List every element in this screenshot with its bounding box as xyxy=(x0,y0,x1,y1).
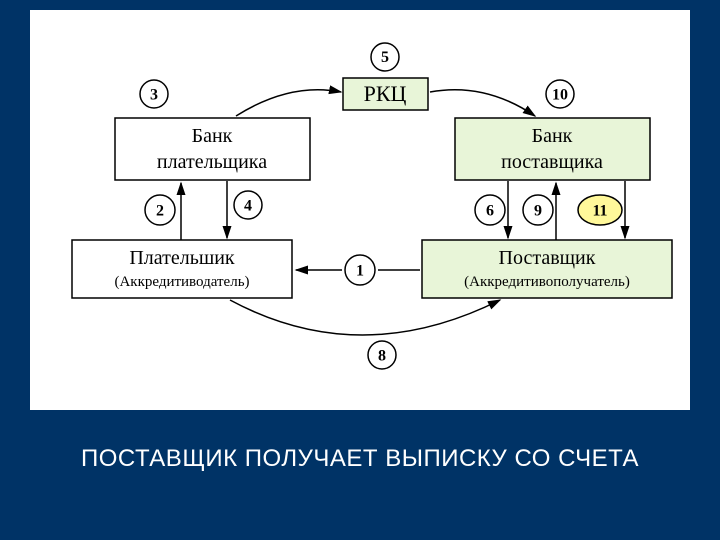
label-payer-1: Плательшик xyxy=(129,247,235,269)
caption-text: ПОСТАВЩИК ПОЛУЧАЕТ ВЫПИСКУ СО СЧЕТА xyxy=(0,445,720,473)
num-6: 6 xyxy=(486,203,494,220)
diagram-svg: 5 РКЦ 3 10 Банк плательщика Банк поставщ… xyxy=(30,10,690,410)
arrow-rcc-to-bankR xyxy=(430,90,535,116)
arrow-bankL-to-rcc xyxy=(236,90,341,116)
num-11: 11 xyxy=(592,203,607,220)
label-bank-right-1: Банк xyxy=(532,125,573,147)
label-payer-2: (Аккредитиводатель) xyxy=(114,274,249,290)
slide-root: 5 РКЦ 3 10 Банк плательщика Банк поставщ… xyxy=(0,0,720,540)
num-10: 10 xyxy=(552,87,568,104)
num-4: 4 xyxy=(244,198,252,215)
label-bank-left-2: плательщика xyxy=(157,151,267,173)
diagram-area: 5 РКЦ 3 10 Банк плательщика Банк поставщ… xyxy=(30,10,690,410)
num-5: 5 xyxy=(381,49,389,66)
num-8: 8 xyxy=(378,348,386,365)
label-rcc: РКЦ xyxy=(364,81,407,106)
label-bank-right-2: поставщика xyxy=(501,151,603,173)
label-bank-left-1: Банк xyxy=(192,125,233,147)
label-supplier-2: (Аккредитивополучатель) xyxy=(464,274,630,290)
num-2: 2 xyxy=(156,203,164,220)
label-supplier-1: Поставщик xyxy=(499,247,596,269)
num-9: 9 xyxy=(534,203,542,220)
num-3: 3 xyxy=(150,87,158,104)
arrow-8-curve xyxy=(230,300,500,335)
num-1: 1 xyxy=(356,263,364,280)
